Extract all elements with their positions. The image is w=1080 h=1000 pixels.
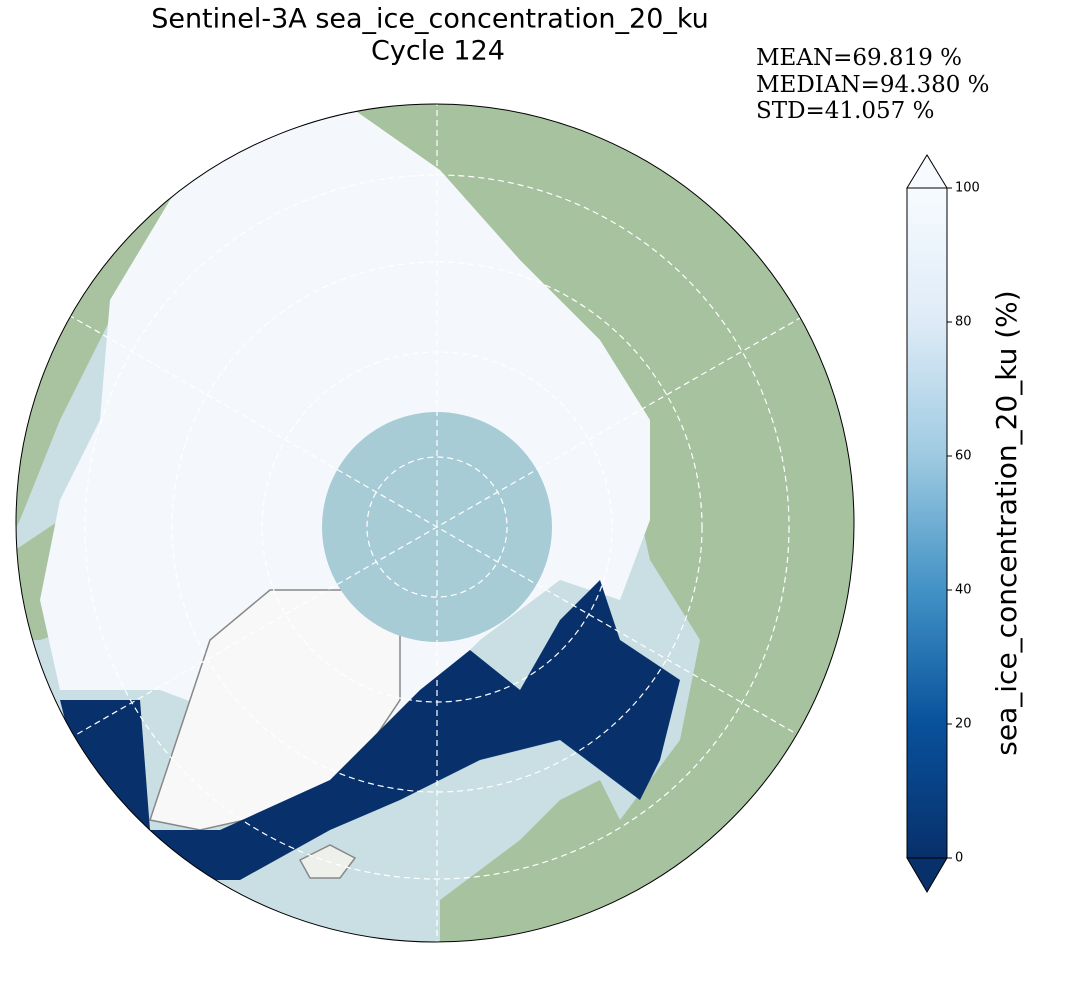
colorbar (906, 154, 948, 893)
stat-text: MEDIAN=94.380 % (756, 72, 990, 98)
colorbar-label: sea_ice_concentration_20_ku (%) (990, 290, 1023, 755)
title-line: Cycle 124 (371, 36, 505, 67)
tick-label: 60 (955, 449, 972, 464)
stat-text: STD=41.057 % (756, 98, 934, 124)
tick-label: 80 (955, 315, 972, 330)
map (16, 104, 854, 942)
tick-label: 40 (955, 583, 972, 598)
tick-label: 20 (955, 717, 972, 732)
tick-label: 0 (955, 851, 963, 866)
title-line: Sentinel-3A sea_ice_concentration_20_ku (151, 4, 709, 35)
tick-label: 100 (955, 181, 980, 196)
stat-text: MEAN=69.819 % (756, 45, 962, 71)
